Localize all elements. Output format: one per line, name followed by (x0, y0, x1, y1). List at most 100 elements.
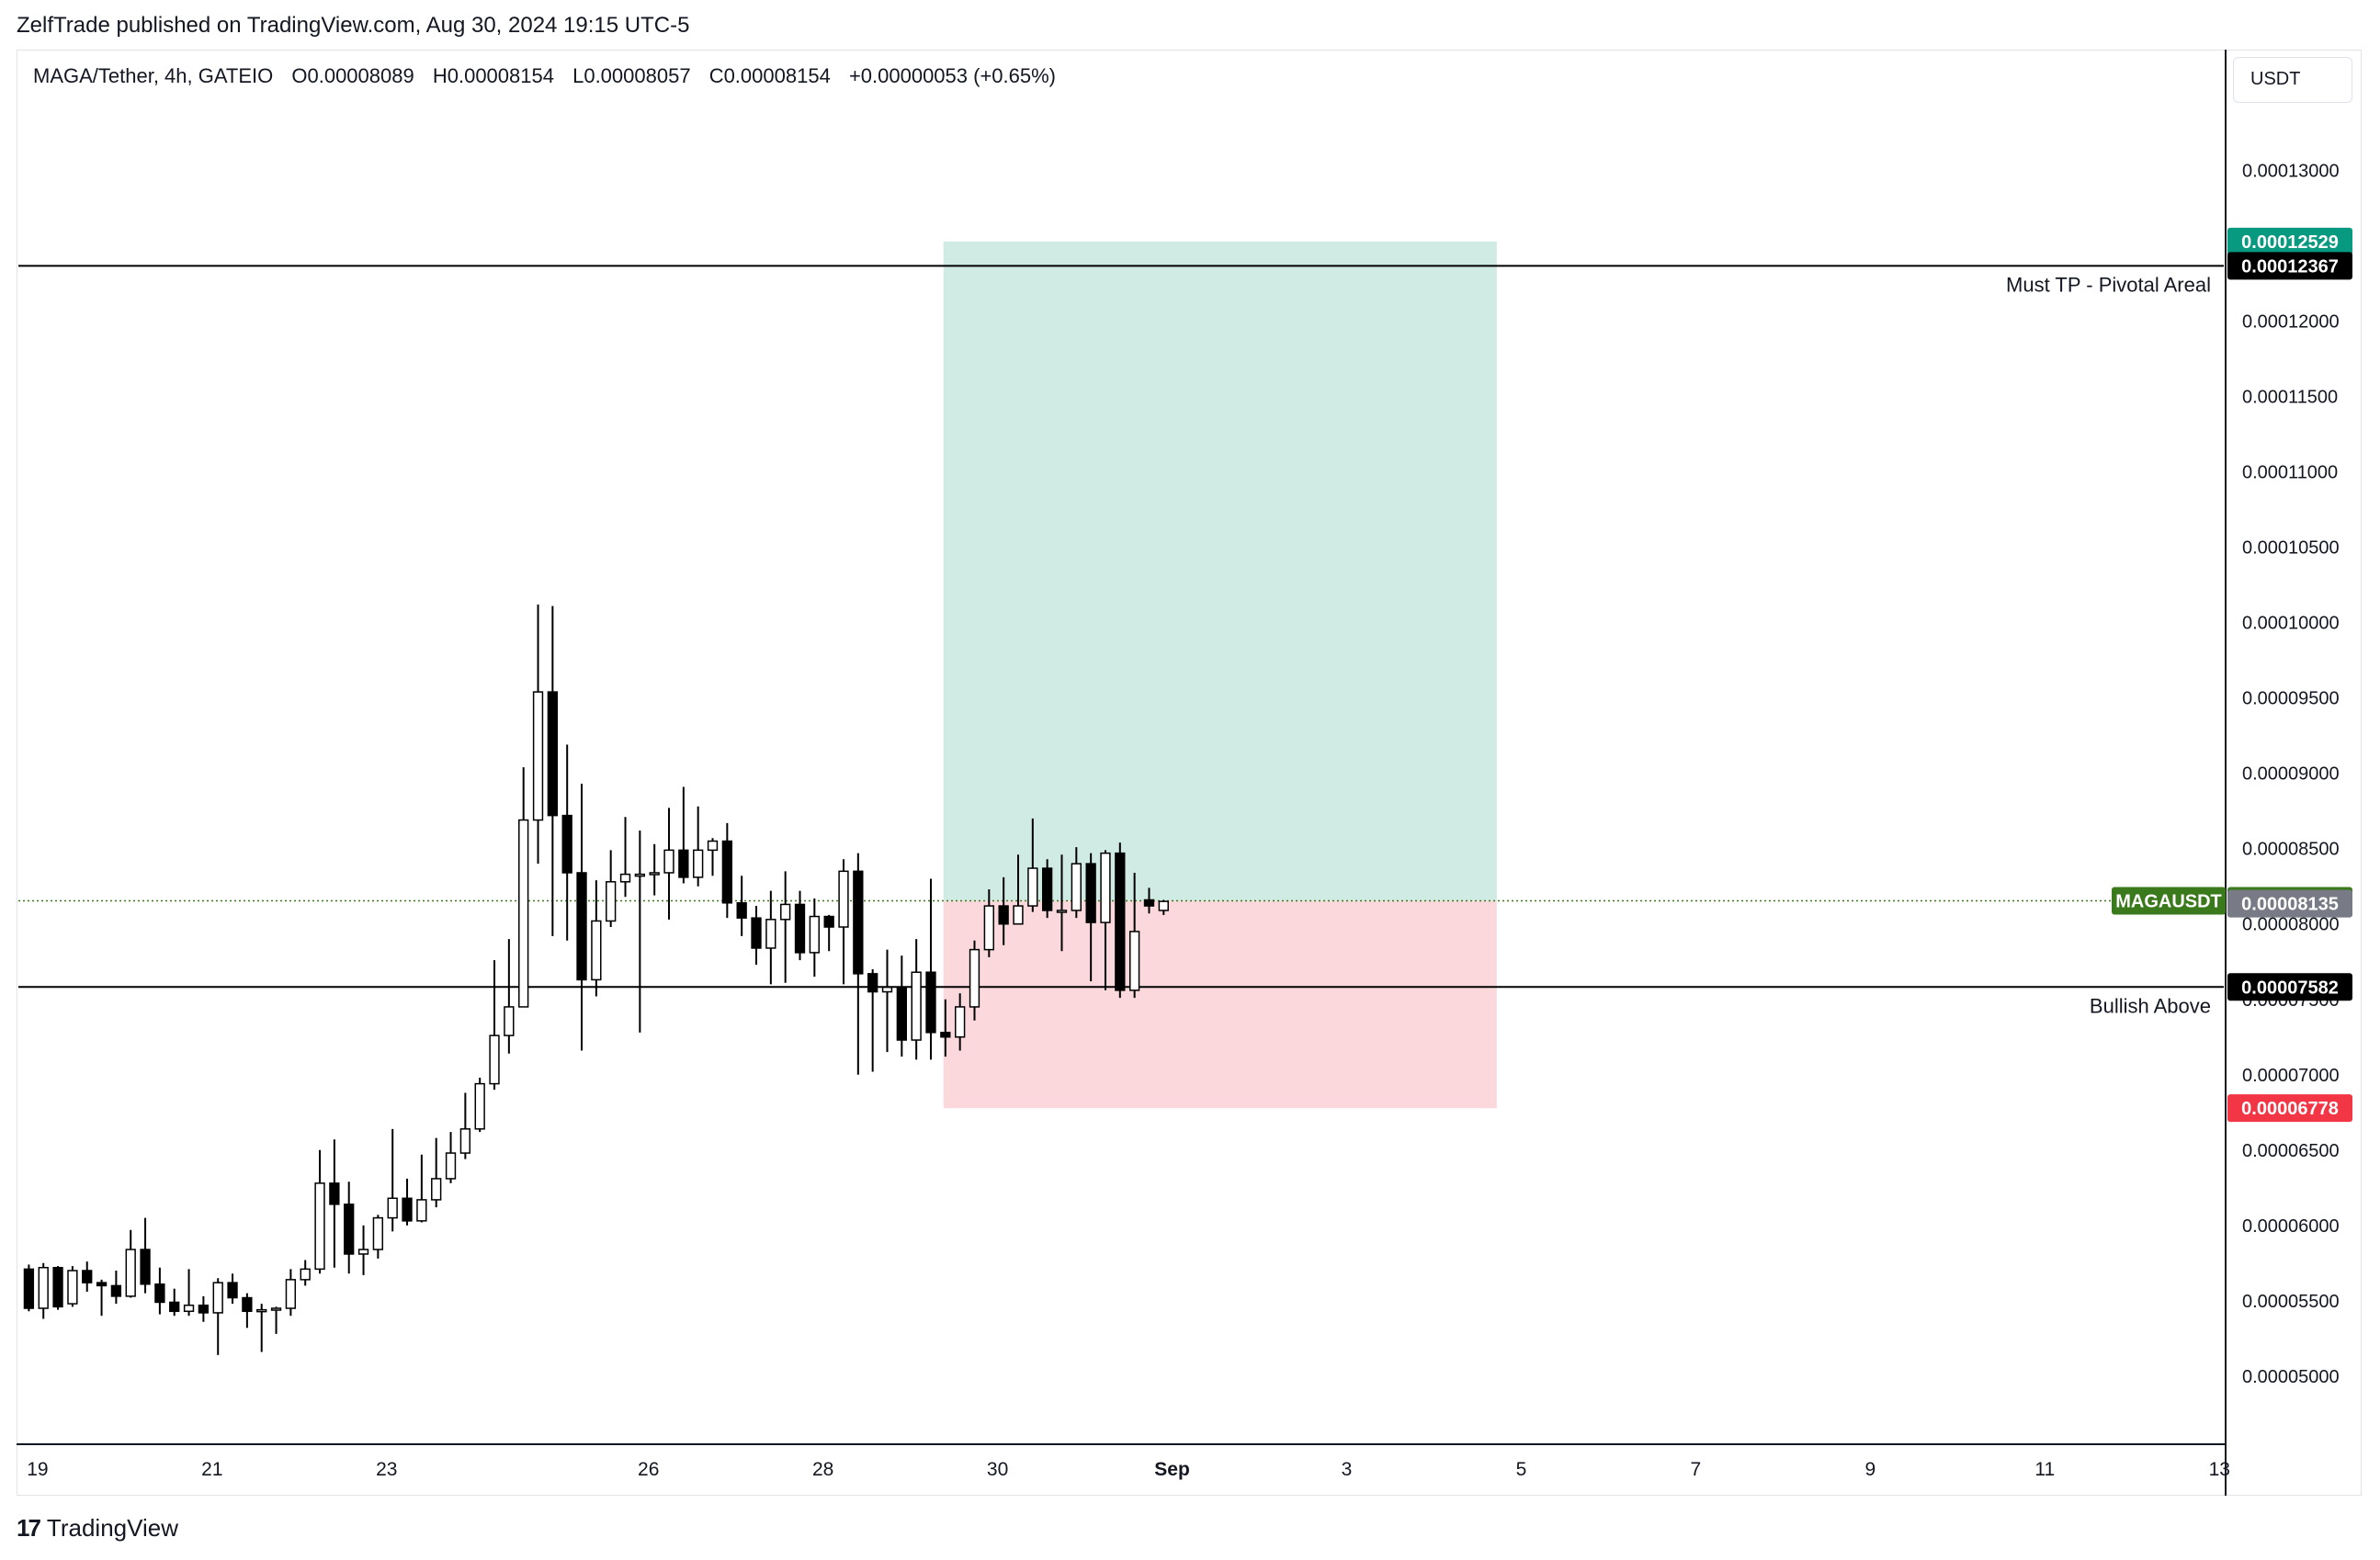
candle[interactable] (969, 940, 980, 1021)
currency-selector[interactable]: USDT (2233, 57, 2352, 103)
candle[interactable] (1041, 859, 1053, 919)
candle[interactable] (242, 1293, 253, 1328)
ohlc-low: L0.00008057 (572, 64, 691, 87)
candle[interactable] (489, 960, 500, 1091)
candle[interactable] (402, 1178, 413, 1226)
ohlc-open: O0.00008089 (291, 64, 414, 87)
candle[interactable] (300, 1260, 311, 1286)
candle[interactable] (794, 890, 806, 961)
candle[interactable] (518, 767, 529, 1008)
candle[interactable] (445, 1132, 457, 1183)
candle[interactable] (983, 889, 994, 957)
candle[interactable] (212, 1278, 223, 1355)
candle[interactable] (853, 853, 864, 1075)
candle-body (983, 905, 994, 951)
candle[interactable] (125, 1229, 136, 1298)
candle[interactable] (940, 999, 951, 1057)
candle[interactable] (227, 1273, 238, 1305)
candle[interactable] (1143, 887, 1155, 914)
candle[interactable] (329, 1139, 340, 1268)
candle[interactable] (198, 1295, 210, 1322)
candle[interactable] (547, 605, 559, 936)
candle[interactable] (52, 1266, 63, 1310)
candle-body (1056, 910, 1068, 913)
candle[interactable] (707, 838, 719, 876)
candle[interactable] (998, 876, 1009, 945)
candle[interactable] (925, 878, 936, 1060)
candle-body (940, 1032, 951, 1038)
candle[interactable] (96, 1279, 108, 1317)
candle[interactable] (867, 968, 878, 1072)
candle[interactable] (561, 744, 572, 941)
candle[interactable] (911, 939, 922, 1060)
candle[interactable] (1128, 872, 1140, 999)
candle[interactable] (1158, 899, 1169, 915)
candle[interactable] (431, 1137, 442, 1208)
candle[interactable] (881, 949, 893, 1053)
tradingview-brand[interactable]: 17 TradingView (17, 1514, 178, 1543)
candle[interactable] (591, 880, 602, 997)
candle[interactable] (38, 1262, 49, 1319)
candle[interactable] (809, 898, 820, 978)
candle[interactable] (693, 806, 704, 887)
candle[interactable] (357, 1225, 369, 1275)
candle[interactable] (751, 906, 762, 966)
candle[interactable] (314, 1149, 325, 1274)
candle[interactable] (1085, 853, 1096, 982)
candle[interactable] (780, 871, 791, 983)
candle[interactable] (387, 1128, 398, 1232)
candle[interactable] (649, 843, 660, 896)
candle-body (1041, 867, 1053, 911)
bullish-level-price-tag-text: 0.00007582 (2241, 978, 2339, 998)
candle[interactable] (576, 784, 587, 1051)
candle[interactable] (82, 1261, 93, 1292)
candle[interactable] (67, 1266, 78, 1307)
candle[interactable] (110, 1271, 122, 1305)
candle[interactable] (169, 1288, 180, 1317)
candle[interactable] (896, 955, 907, 1057)
candle[interactable] (1056, 854, 1068, 952)
candle-body (445, 1152, 457, 1180)
candle[interactable] (474, 1078, 485, 1133)
y-tick-label: 0.00011000 (2242, 463, 2338, 483)
x-tick-label: 19 (27, 1459, 48, 1480)
candle[interactable] (183, 1269, 195, 1317)
candle[interactable] (270, 1306, 282, 1334)
candle[interactable] (721, 822, 733, 919)
profit-zone[interactable] (943, 241, 1497, 901)
candle[interactable] (823, 914, 834, 952)
candle[interactable] (23, 1264, 35, 1312)
candle[interactable] (678, 786, 689, 884)
tp-level-price-tag-bg (2227, 252, 2352, 280)
candle[interactable] (459, 1092, 471, 1159)
candle[interactable] (154, 1267, 165, 1315)
candle[interactable] (504, 939, 515, 1054)
candle[interactable] (619, 817, 631, 898)
candle[interactable] (838, 859, 849, 985)
candle[interactable] (532, 604, 544, 865)
candle[interactable] (372, 1215, 384, 1259)
candle[interactable] (1013, 854, 1024, 925)
candle[interactable] (416, 1154, 427, 1223)
candle[interactable] (1071, 847, 1082, 919)
candle[interactable] (1115, 842, 1126, 999)
candle[interactable] (285, 1269, 297, 1317)
candle[interactable] (634, 831, 646, 1033)
y-tick-label: 0.00008000 (2242, 915, 2340, 935)
candle-body (896, 986, 907, 1041)
candle[interactable] (955, 993, 966, 1051)
candle[interactable] (663, 808, 674, 920)
candle[interactable] (736, 876, 747, 936)
candle[interactable] (344, 1181, 355, 1274)
candle[interactable] (1027, 818, 1038, 912)
candle[interactable] (1100, 850, 1111, 990)
candle[interactable] (606, 850, 617, 928)
symbol-title[interactable]: MAGA/Tether, 4h, GATEIO (33, 64, 274, 87)
loss-zone[interactable] (943, 900, 1497, 1109)
candle[interactable] (765, 890, 776, 985)
candle[interactable] (256, 1304, 267, 1352)
candle[interactable] (140, 1217, 151, 1294)
x-tick-label: 9 (1865, 1459, 1876, 1480)
y-tick-label: 0.00006500 (2242, 1141, 2340, 1161)
